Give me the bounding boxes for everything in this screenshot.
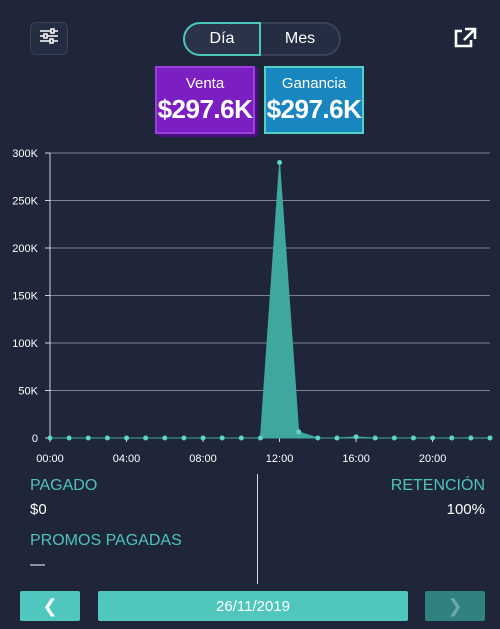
data-point	[85, 435, 91, 441]
data-point	[47, 435, 53, 441]
pagado-value: $0	[30, 501, 47, 518]
day-toggle-option[interactable]: Día	[183, 22, 261, 56]
pagado-label: PAGADO	[30, 477, 98, 494]
venta-label: Venta	[185, 75, 225, 92]
chevron-right-icon: ❯	[447, 595, 463, 616]
promos-label: PROMOS PAGADAS	[30, 532, 182, 549]
venta-card: Venta $297.6K	[155, 66, 255, 134]
y-tick-label: 150K	[12, 291, 38, 303]
data-point	[334, 435, 340, 441]
retencion-value: 100%	[446, 501, 485, 518]
data-point	[238, 435, 244, 441]
data-point	[200, 435, 206, 441]
data-point	[219, 435, 225, 441]
data-point	[124, 435, 130, 441]
period-toggle: Día Mes	[183, 22, 341, 56]
x-tick-label: 12:00	[266, 453, 294, 465]
data-point	[449, 435, 455, 441]
x-tick-label: 00:00	[36, 453, 64, 465]
x-tick-label: 04:00	[113, 453, 141, 465]
stats-divider	[257, 474, 258, 584]
data-point	[104, 435, 110, 441]
venta-value: $297.6K	[157, 94, 253, 124]
filter-button[interactable]	[30, 22, 68, 55]
data-point	[315, 435, 321, 441]
data-point	[410, 435, 416, 441]
data-point	[181, 435, 187, 441]
data-point	[296, 429, 302, 435]
data-point	[353, 434, 359, 440]
next-date-button[interactable]: ❯	[425, 591, 485, 621]
date-selector[interactable]: 26/11/2019	[98, 591, 408, 621]
y-tick-label: 0	[32, 433, 38, 445]
x-tick-label: 08:00	[189, 453, 217, 465]
previous-date-button[interactable]: ❮	[20, 591, 80, 621]
data-point	[487, 435, 493, 441]
data-point	[143, 435, 149, 441]
data-point	[162, 435, 168, 441]
y-tick-label: 250K	[12, 196, 38, 208]
month-toggle-option[interactable]: Mes	[261, 22, 341, 56]
x-tick-label: 20:00	[419, 453, 447, 465]
sliders-icon	[39, 28, 59, 49]
retencion-label: RETENCIÓN	[390, 477, 485, 494]
promos-value: —	[30, 556, 45, 573]
data-point	[430, 435, 436, 441]
external-link-icon	[452, 27, 478, 54]
x-tick-label: 16:00	[342, 453, 370, 465]
y-tick-label: 100K	[12, 338, 38, 350]
sales-chart-svg: 0 50K 100K 150K 200K 250K 300K 00:00 04:00 08:00 1…	[12, 148, 493, 465]
y-tick-label: 50K	[18, 386, 38, 398]
y-tick-label: 200K	[12, 243, 38, 255]
sales-chart: 0 50K 100K 150K 200K 250K 300K 00:00 04:00 08:00 1…	[0, 140, 500, 475]
data-point	[257, 435, 263, 441]
y-tick-label: 300K	[12, 148, 38, 160]
external-link-button[interactable]	[452, 26, 478, 50]
data-point	[468, 435, 474, 441]
data-point	[277, 160, 283, 165]
ganancia-value: $297.6K	[266, 94, 362, 124]
current-date: 26/11/2019	[216, 597, 290, 615]
data-point	[372, 435, 378, 441]
ganancia-label: Ganancia	[281, 75, 347, 92]
data-point	[391, 435, 397, 441]
series-area	[50, 162, 490, 439]
chevron-left-icon: ❮	[42, 595, 58, 616]
data-point	[66, 435, 72, 441]
ganancia-card: Ganancia $297.6K	[264, 66, 364, 134]
